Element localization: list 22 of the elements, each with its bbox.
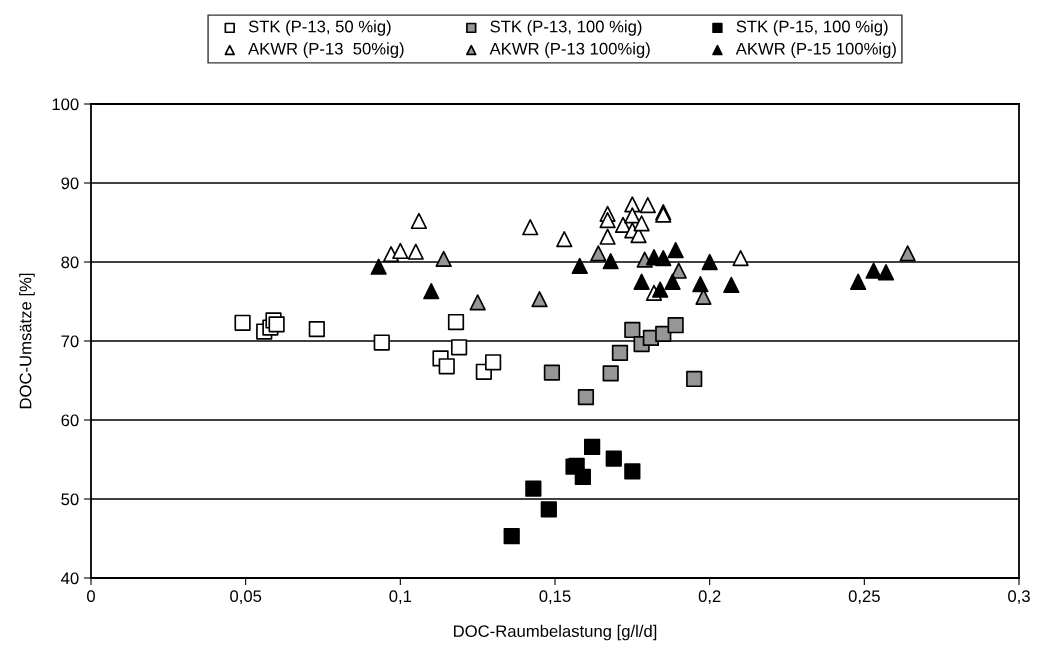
x-tick-label: 0 [87,590,95,603]
legend-label: AKWR (P-15 100%ig) [735,42,896,58]
legend-label: STK (P-15, 100 %ig) [736,20,888,36]
x-axis-title: DOC-Raumbelastung [g/l/d] [454,624,657,641]
x-tick-label: 0,3 [1008,590,1030,605]
legend-label: AKWR (P-13 100%ig) [489,42,650,58]
y-tick-label: 70 [61,335,79,348]
y-tick-label: 60 [61,414,79,427]
legend-label: STK (P-13, 50 %ig) [248,20,391,36]
y-tick-label: 90 [61,177,79,190]
y-tick-label: 80 [61,256,79,269]
x-tick-label: 0,25 [848,590,880,605]
y-tick-label: 100 [52,98,79,111]
x-tick-label: 0,15 [539,590,571,605]
x-tick-label: 0,2 [698,590,721,605]
y-axis-title: DOC-Umsätze [%] [19,273,35,409]
legend-label: STK (P-13, 100 %ig) [490,20,642,36]
x-tick-label: 0,05 [230,590,262,605]
y-tick-label: 40 [61,572,79,585]
x-tick-label: 0,1 [389,590,412,605]
legend-label: AKWR (P-13 50%ig) [248,42,404,58]
y-tick-label: 50 [61,493,79,506]
